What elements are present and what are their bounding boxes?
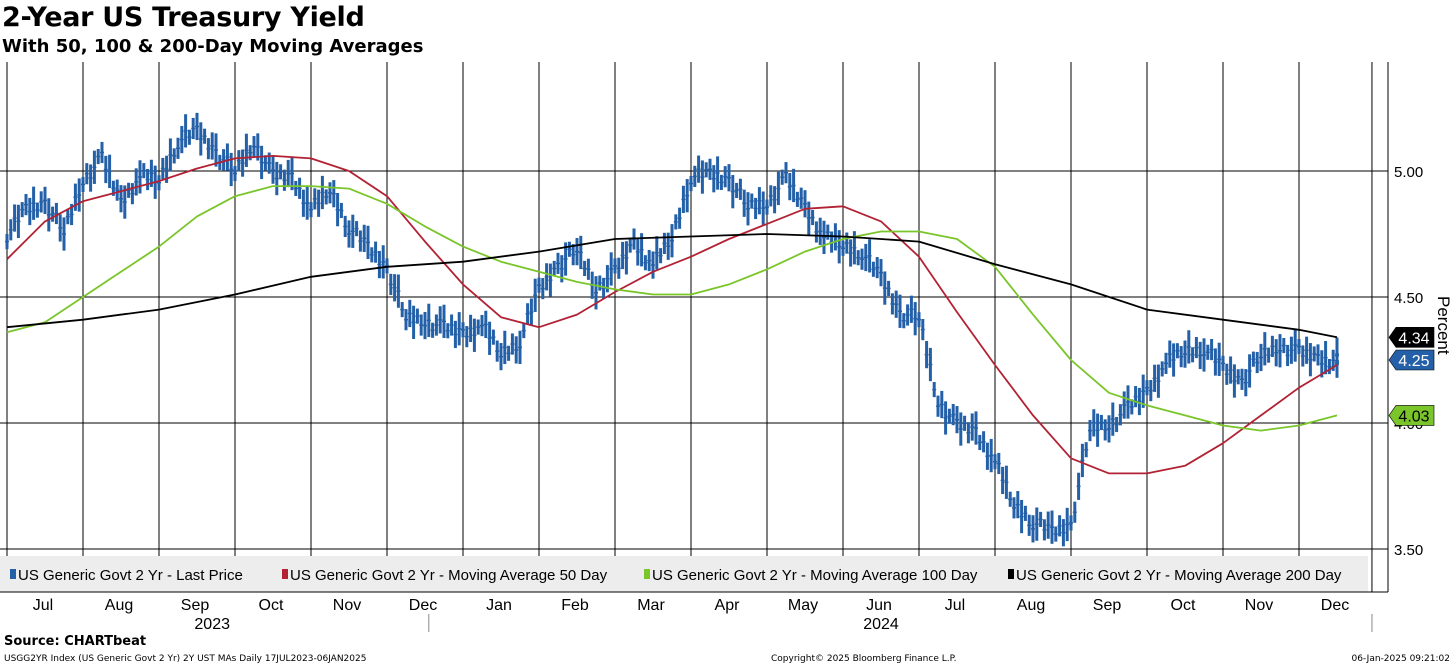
month-tick-label: Aug bbox=[1017, 597, 1045, 614]
month-tick-label: Jan bbox=[486, 597, 512, 614]
month-tick-label: Jun bbox=[866, 597, 892, 614]
series-layer bbox=[5, 112, 1339, 547]
month-tick-label: Aug bbox=[105, 597, 133, 614]
legend-swatch bbox=[644, 569, 650, 579]
legend-swatch bbox=[10, 569, 16, 579]
tag-shape bbox=[1388, 405, 1435, 426]
legend-swatch bbox=[282, 569, 288, 579]
month-tick-label: Sep bbox=[1093, 597, 1122, 614]
ma100-line bbox=[6, 185, 1338, 432]
ma50-line bbox=[6, 155, 1338, 475]
legend-label: US Generic Govt 2 Yr - Moving Average 10… bbox=[652, 567, 978, 584]
month-tick-label: Nov bbox=[1245, 597, 1273, 614]
chart-title: 2-Year US Treasury Yield bbox=[2, 2, 365, 33]
month-tick-label: Feb bbox=[561, 597, 589, 614]
tag-value: 4.25 bbox=[1398, 353, 1429, 370]
legend-label: US Generic Govt 2 Yr - Last Price bbox=[18, 567, 243, 584]
tag-value: 4.34 bbox=[1398, 330, 1429, 347]
last-value-tag-ma200: 4.34 bbox=[1388, 327, 1435, 348]
price-series bbox=[5, 112, 1339, 547]
ma200-line bbox=[6, 233, 1338, 339]
chart-subtitle: With 50, 100 & 200-Day Moving Averages bbox=[2, 36, 424, 57]
legend-label: US Generic Govt 2 Yr - Moving Average 20… bbox=[1016, 567, 1342, 584]
timestamp: 06-Jan-2025 09:21:02 bbox=[1351, 654, 1450, 664]
month-tick-label: Sep bbox=[181, 597, 210, 614]
legend: US Generic Govt 2 Yr - Last Price US Gene… bbox=[0, 556, 1368, 592]
month-tick-label: Jul bbox=[33, 597, 53, 614]
month-tick-label: Nov bbox=[333, 597, 361, 614]
legend-swatch bbox=[1008, 569, 1014, 579]
source-note: Source: CHARTbeat bbox=[4, 634, 147, 649]
month-tick-label: May bbox=[788, 597, 818, 614]
axes: Jul Aug Sep Oct Nov Dec Jan Feb Mar Apr May Jun Jul A… bbox=[0, 62, 1453, 633]
tag-shape bbox=[1388, 327, 1435, 348]
year-label: 2023 bbox=[194, 616, 230, 633]
last-value-tag-price: 4.25 bbox=[1388, 349, 1435, 371]
y-tick-label: 3.50 bbox=[1394, 542, 1423, 559]
month-tick-label: Dec bbox=[409, 597, 437, 614]
y-tick-label: 4.50 bbox=[1394, 290, 1423, 307]
month-tick-label: Dec bbox=[1321, 597, 1349, 614]
value-labels: 4.34 4.25 4.03 bbox=[1388, 327, 1435, 426]
month-tick-label: Mar bbox=[637, 597, 665, 614]
month-tick-label: Oct bbox=[1171, 597, 1196, 614]
y-axis-title: Percent bbox=[1434, 296, 1453, 355]
copyright: Copyright© 2025 Bloomberg Finance L.P. bbox=[771, 654, 957, 664]
legend-label: US Generic Govt 2 Yr - Moving Average 50… bbox=[290, 567, 608, 584]
yield-chart: US Generic Govt 2 Yr - Last Price US Gene… bbox=[0, 62, 1453, 633]
tag-value: 4.03 bbox=[1398, 408, 1429, 425]
month-tick-label: Jul bbox=[945, 597, 965, 614]
tag-shape bbox=[1388, 349, 1435, 371]
legend-background bbox=[0, 556, 1368, 592]
ticker-info: USGG2YR Index (US Generic Govt 2 Yr) 2Y … bbox=[4, 654, 367, 664]
month-tick-label: Oct bbox=[259, 597, 284, 614]
last-value-tag-ma100: 4.03 bbox=[1388, 405, 1435, 426]
y-tick-label: 5.00 bbox=[1394, 164, 1423, 181]
year-label: 2024 bbox=[863, 616, 899, 633]
month-tick-label: Apr bbox=[715, 597, 741, 614]
